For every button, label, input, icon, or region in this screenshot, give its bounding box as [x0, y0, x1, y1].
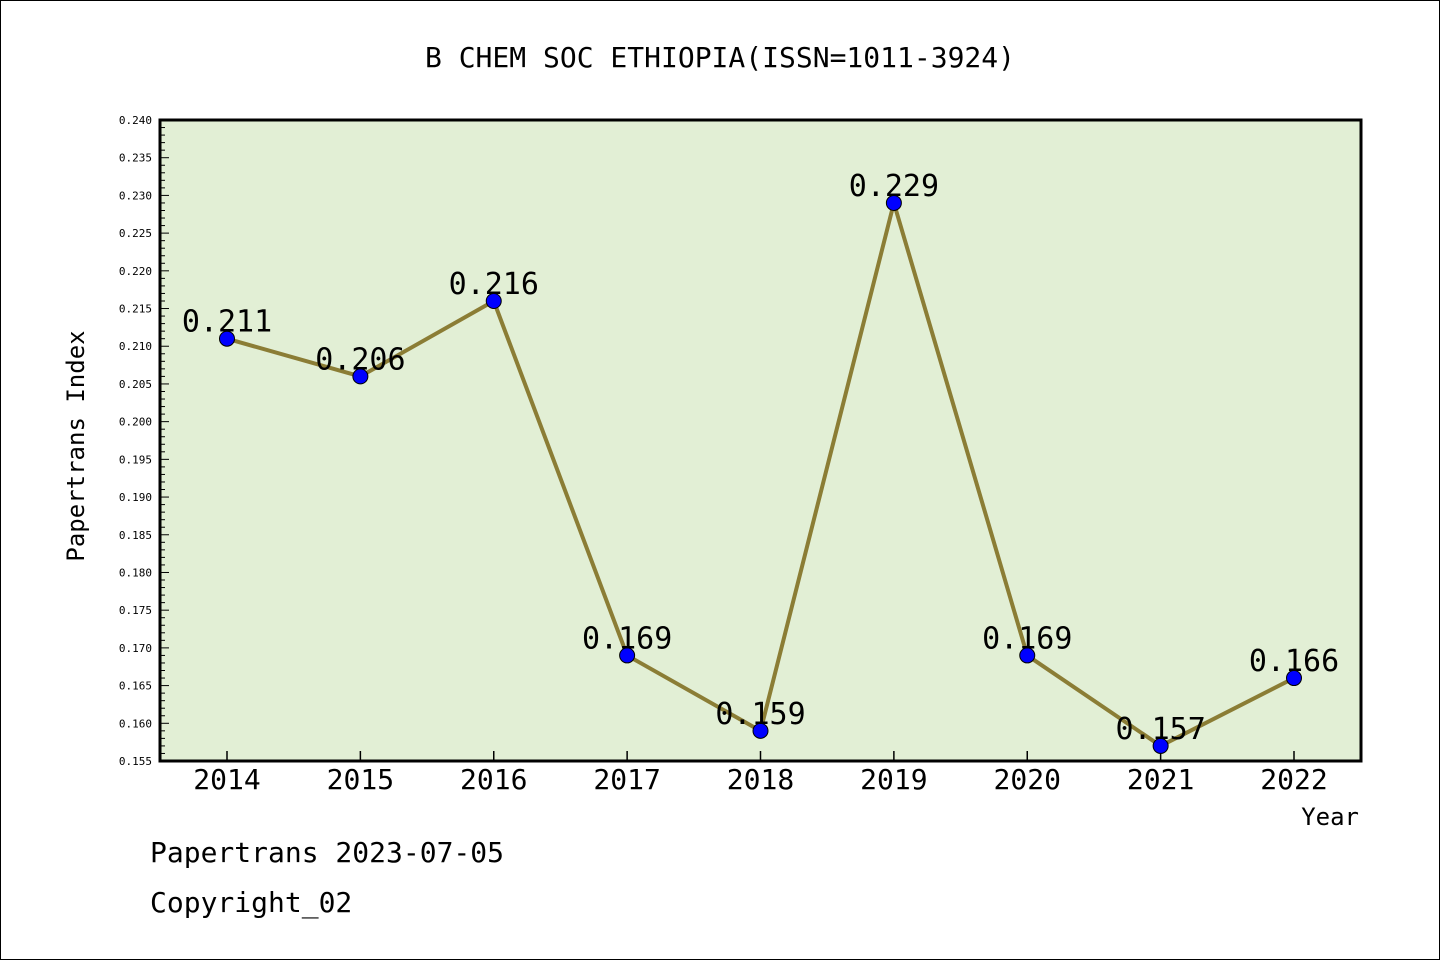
- data-point: [219, 330, 235, 347]
- data-label: 0.206: [315, 342, 405, 377]
- data-label: 0.169: [582, 621, 672, 656]
- footer-copyright: Copyright_02: [150, 886, 353, 919]
- data-label: 0.211: [182, 305, 272, 340]
- y-tick-label: 0.175: [119, 604, 152, 617]
- x-tick-label: 2015: [327, 763, 394, 796]
- x-tick-label: 2014: [193, 763, 260, 796]
- data-label: 0.166: [1249, 644, 1339, 679]
- y-tick-label: 0.170: [119, 642, 152, 655]
- y-tick-label: 0.180: [119, 566, 152, 579]
- y-tick-label: 0.200: [119, 416, 152, 429]
- x-tick-label: 2022: [1260, 763, 1327, 796]
- x-axis: 2014 2015 2016 2017 2018 2019 2020 2021 2022: [193, 751, 1328, 796]
- y-tick-label: 0.190: [119, 491, 152, 504]
- data-markers: [219, 194, 1302, 754]
- data-point: [1019, 647, 1036, 664]
- data-point: [352, 368, 369, 385]
- y-tick-label: 0.165: [119, 680, 152, 693]
- data-label: 0.229: [849, 169, 939, 204]
- data-label: 0.159: [715, 697, 805, 732]
- data-point: [485, 292, 502, 309]
- x-tick-label: 2019: [860, 763, 927, 796]
- y-tick-label: 0.185: [119, 529, 152, 542]
- y-tick-label: 0.220: [119, 265, 152, 278]
- y-tick-label: 0.225: [119, 227, 152, 240]
- x-tick-label: 2018: [727, 763, 794, 796]
- y-tick-label: 0.235: [119, 152, 152, 165]
- data-point: [885, 194, 902, 211]
- data-point: [619, 647, 636, 664]
- data-labels: 0.211 0.206 0.216 0.169 0.159 0.229 0.169 0.157…: [182, 169, 1339, 747]
- y-tick-label: 0.230: [119, 189, 152, 202]
- y-tick-label: 0.215: [119, 303, 152, 316]
- y-tick-label: 0.155: [119, 755, 152, 768]
- data-label: 0.157: [1115, 712, 1205, 747]
- x-axis-title: Year: [1301, 803, 1359, 831]
- y-axis-title: Papertrans Index: [62, 330, 90, 561]
- data-point: [1152, 737, 1169, 754]
- x-tick-label: 2020: [994, 763, 1061, 796]
- y-axis: 0.155 0.160 0.165 0.170 0.175 0.180 0.185 0.190…: [119, 114, 169, 768]
- data-label: 0.169: [982, 621, 1072, 656]
- y-tick-label: 0.210: [119, 340, 152, 353]
- chart-title: B CHEM SOC ETHIOPIA(ISSN=1011-3924): [425, 41, 1015, 74]
- y-tick-label: 0.160: [119, 717, 152, 730]
- data-label: 0.216: [449, 267, 539, 302]
- data-point: [752, 722, 769, 739]
- y-tick-label: 0.240: [119, 114, 152, 127]
- plot-area: [158, 118, 1363, 763]
- x-tick-label: 2016: [460, 763, 527, 796]
- y-tick-label: 0.195: [119, 453, 152, 466]
- footer-source: Papertrans 2023-07-05: [150, 836, 505, 869]
- data-point: [1286, 670, 1302, 687]
- x-tick-label: 2021: [1127, 763, 1194, 796]
- x-tick-label: 2017: [593, 763, 660, 796]
- y-tick-label: 0.205: [119, 378, 152, 391]
